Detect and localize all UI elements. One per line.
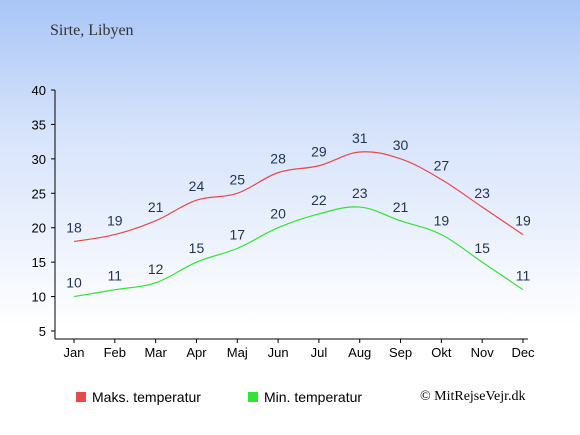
- y-tick-label: 40: [32, 83, 46, 98]
- y-tick-label: 20: [32, 221, 46, 236]
- x-tick-label: Aug: [348, 345, 371, 360]
- data-label-max: 27: [434, 158, 450, 174]
- x-tick-label: Sep: [389, 345, 412, 360]
- y-tick-label: 10: [32, 290, 46, 305]
- data-label-min: 11: [516, 268, 531, 284]
- data-label-max: 29: [311, 144, 327, 160]
- x-tick-label: Mar: [144, 345, 167, 360]
- data-label-min: 15: [189, 240, 205, 256]
- data-label-max: 19: [515, 213, 531, 229]
- y-tick-label: 5: [39, 324, 46, 339]
- x-tick-label: Feb: [104, 345, 126, 360]
- legend-item-max: Maks. temperatur: [76, 389, 201, 405]
- data-label-min: 12: [148, 261, 164, 277]
- data-label-max: 31: [352, 130, 368, 146]
- chart-series: [73, 151, 524, 298]
- x-tick-label: Nov: [471, 345, 495, 360]
- data-label-max: 21: [148, 199, 164, 215]
- x-tick-label: Jun: [268, 345, 289, 360]
- x-tick-label: Maj: [227, 345, 248, 360]
- x-tick-label: Jul: [311, 345, 328, 360]
- chart-title: Sirte, Libyen: [50, 22, 134, 39]
- x-tick-label: Apr: [186, 345, 207, 360]
- legend-item-min: Min. temperatur: [248, 389, 362, 405]
- series-line-min: [73, 206, 524, 298]
- data-label-max: 23: [474, 185, 490, 201]
- chart-axes: 5 10 15 20 25 30 35 40 Jan Feb Mar Apr Maj Jun Jul Aug S…: [32, 83, 536, 360]
- y-tick-label: 25: [32, 186, 46, 201]
- data-label-min: 20: [270, 206, 286, 222]
- legend-label-min: Min. temperatur: [264, 389, 363, 405]
- x-tick-label: Okt: [431, 345, 452, 360]
- data-label-min: 23: [352, 185, 368, 201]
- copyright-text: © MitRejseVejr.dk: [420, 389, 526, 404]
- data-label-min: 21: [393, 199, 409, 215]
- x-tick-label: Dec: [511, 345, 535, 360]
- data-label-max: 30: [393, 137, 409, 153]
- chart-data-labels: 18 19 21 24 25 28 29 31 30 27 23 19 10 11 12 15 17 20 22 23…: [66, 130, 531, 291]
- data-label-min: 17: [229, 226, 245, 242]
- y-tick-label: 35: [32, 117, 46, 132]
- data-label-max: 24: [189, 178, 205, 194]
- data-label-max: 28: [270, 151, 286, 167]
- data-label-max: 19: [107, 213, 123, 229]
- legend-swatch-min: [248, 392, 258, 402]
- y-tick-label: 30: [32, 152, 46, 167]
- data-label-min: 15: [474, 240, 490, 256]
- data-label-min: 11: [108, 268, 123, 284]
- y-tick-label: 15: [32, 255, 46, 270]
- series-line-max: [73, 151, 524, 243]
- data-label-min: 22: [311, 192, 327, 208]
- data-label-max: 25: [229, 171, 245, 187]
- x-tick-label: Jan: [64, 345, 85, 360]
- legend-label-max: Maks. temperatur: [92, 389, 201, 405]
- data-label-min: 10: [66, 275, 82, 291]
- legend-swatch-max: [76, 392, 86, 402]
- data-label-min: 19: [434, 213, 450, 229]
- data-label-max: 18: [66, 219, 82, 235]
